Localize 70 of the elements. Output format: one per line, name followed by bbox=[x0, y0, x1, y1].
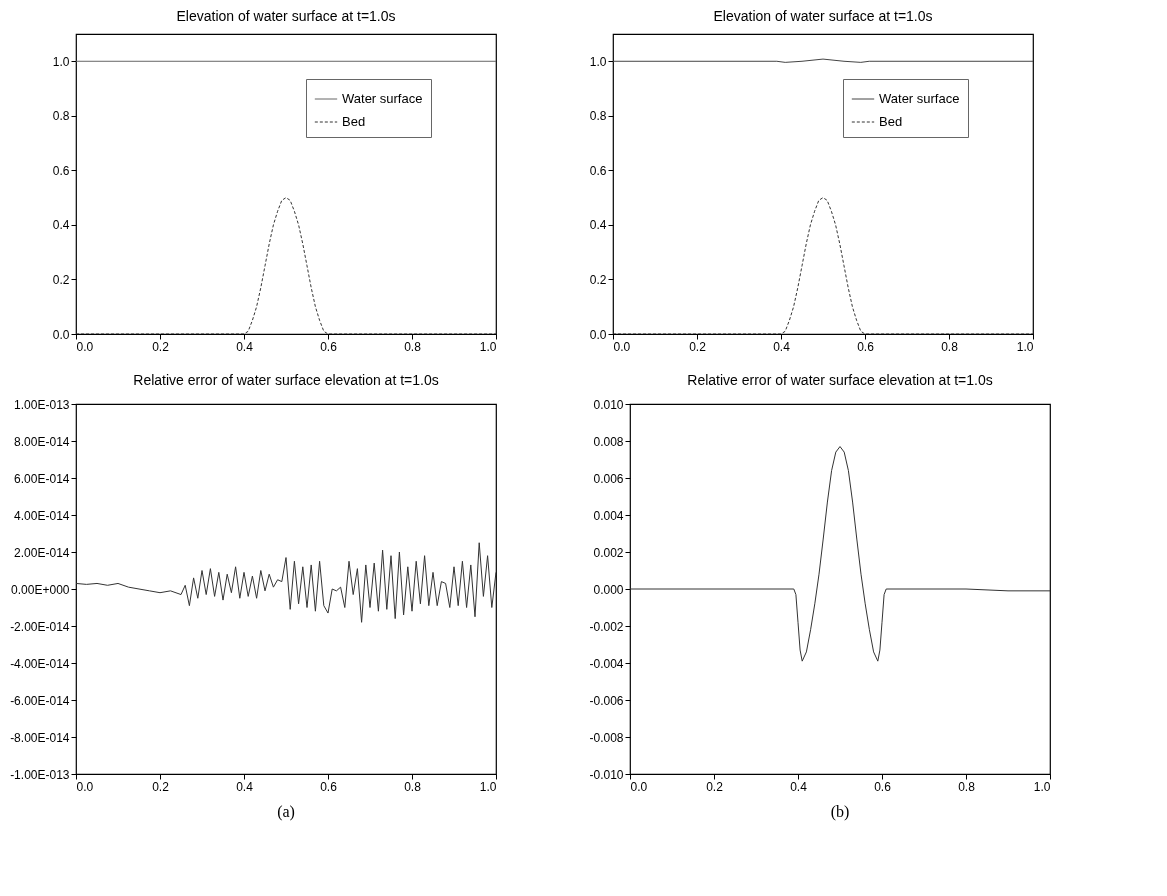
legend-label: Water surface bbox=[342, 91, 423, 106]
y-tick-label: 0.6 bbox=[52, 163, 70, 178]
y-tick-label: 0.000 bbox=[593, 582, 624, 597]
y-tick-label: -0.002 bbox=[589, 619, 624, 634]
y-tick-label: -2.00E-014 bbox=[10, 619, 70, 634]
x-tick-label: 0.2 bbox=[706, 779, 724, 794]
chart-title: Elevation of water surface at t=1.0s bbox=[713, 8, 933, 24]
chart-title: Relative error of water surface elevation at t=1.0s bbox=[133, 372, 439, 388]
x-tick-label: 0.8 bbox=[958, 779, 976, 794]
x-tick-label: 0.6 bbox=[320, 779, 338, 794]
x-tick-label: 1.0 bbox=[479, 339, 497, 354]
x-tick-label: 0.6 bbox=[874, 779, 892, 794]
x-tick-label: 0.4 bbox=[236, 339, 254, 354]
legend-label: Water surface bbox=[879, 91, 960, 106]
y-tick-label: -4.00E-014 bbox=[10, 656, 70, 671]
line-series bbox=[613, 197, 1033, 334]
text: (b) bbox=[830, 803, 850, 821]
y-tick-label: 0.8 bbox=[589, 109, 607, 124]
y-tick-label: 0.4 bbox=[589, 218, 607, 233]
y-tick-label: 6.00E-014 bbox=[14, 471, 70, 486]
y-tick-label: 8.00E-014 bbox=[14, 434, 70, 449]
y-tick-label: -0.004 bbox=[589, 656, 624, 671]
y-tick-label: 0.002 bbox=[593, 545, 624, 560]
y-tick-label: 0.2 bbox=[52, 272, 70, 287]
y-tick-label: -0.008 bbox=[589, 730, 624, 745]
y-tick-label: -0.010 bbox=[589, 767, 624, 782]
x-tick-label: 0.4 bbox=[773, 339, 791, 354]
x-tick-label: 0.0 bbox=[76, 779, 94, 794]
x-tick-label: 0.8 bbox=[404, 779, 422, 794]
y-tick-label: -6.00E-014 bbox=[10, 693, 70, 708]
x-tick-label: 0.0 bbox=[76, 339, 94, 354]
y-tick-label: 1.0 bbox=[52, 54, 70, 69]
x-tick-label: 0.0 bbox=[630, 779, 648, 794]
y-tick-label: 0.010 bbox=[593, 397, 624, 412]
y-tick-label: 0.2 bbox=[589, 272, 607, 287]
y-tick-label: 1.00E-013 bbox=[14, 397, 70, 412]
y-tick-label: 0.0 bbox=[589, 327, 607, 342]
chart-title: Elevation of water surface at t=1.0s bbox=[176, 8, 396, 24]
legend-label: Bed bbox=[879, 114, 903, 129]
x-tick-label: 0.8 bbox=[404, 339, 422, 354]
line-series bbox=[630, 446, 1050, 662]
x-tick-label: 0.8 bbox=[941, 339, 959, 354]
line-series bbox=[76, 197, 496, 334]
x-tick-label: 0.6 bbox=[320, 339, 338, 354]
y-tick-label: 0.4 bbox=[52, 218, 70, 233]
y-tick-label: 0.6 bbox=[589, 163, 607, 178]
y-tick-label: 2.00E-014 bbox=[14, 545, 70, 560]
x-tick-label: 0.2 bbox=[152, 339, 170, 354]
legend-label: Bed bbox=[342, 114, 366, 129]
y-tick-label: -8.00E-014 bbox=[10, 730, 70, 745]
y-tick-label: 0.0 bbox=[52, 327, 70, 342]
x-tick-label: 1.0 bbox=[1016, 339, 1034, 354]
y-tick-label: -1.00E-013 bbox=[10, 767, 70, 782]
x-tick-label: 1.0 bbox=[479, 779, 497, 794]
x-tick-label: 0.2 bbox=[152, 779, 170, 794]
x-tick-label: 1.0 bbox=[1033, 779, 1051, 794]
y-tick-label: 1.0 bbox=[589, 54, 607, 69]
y-tick-label: 4.00E-014 bbox=[14, 508, 70, 523]
x-tick-label: 0.2 bbox=[689, 339, 707, 354]
y-tick-label: 0.008 bbox=[593, 434, 624, 449]
y-tick-label: 0.8 bbox=[52, 109, 70, 124]
y-tick-label: 0.00E+000 bbox=[11, 582, 70, 597]
text: (a) bbox=[277, 803, 295, 821]
x-tick-label: 0.6 bbox=[857, 339, 875, 354]
x-tick-label: 0.4 bbox=[236, 779, 254, 794]
y-tick-label: -0.006 bbox=[589, 693, 624, 708]
chart-title: Relative error of water surface elevation at t=1.0s bbox=[687, 372, 993, 388]
y-tick-label: 0.006 bbox=[593, 471, 624, 486]
y-tick-label: 0.004 bbox=[593, 508, 624, 523]
x-tick-label: 0.4 bbox=[790, 779, 808, 794]
